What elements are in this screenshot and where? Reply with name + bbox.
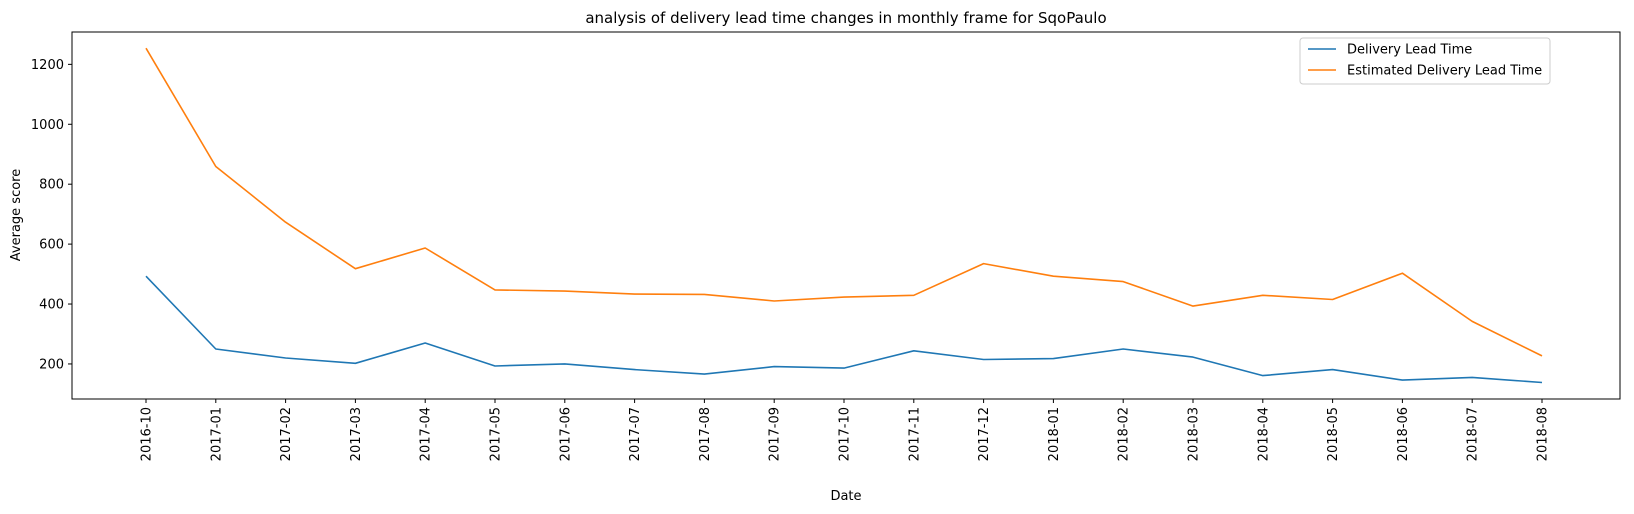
- y-tick-label: 1000: [31, 118, 64, 133]
- x-tick-label: 2017-01: [209, 407, 224, 461]
- series-line-1: [145, 47, 1543, 357]
- x-tick-label: 2018-05: [1326, 407, 1341, 461]
- x-tick-label: 2017-02: [279, 407, 294, 461]
- x-axis-title: Date: [830, 489, 861, 504]
- x-tick-label: 2018-03: [1187, 407, 1202, 461]
- x-tick-label: 2018-02: [1117, 407, 1132, 461]
- x-tick-label: 2016-10: [140, 407, 155, 461]
- x-tick-label: 2017-05: [489, 407, 504, 461]
- y-tick-label: 200: [39, 357, 64, 372]
- x-tick-label: 2017-11: [907, 407, 922, 461]
- x-tick-label: 2018-07: [1466, 407, 1481, 461]
- y-axis-title: Average score: [9, 169, 24, 261]
- y-tick-label: 600: [39, 238, 64, 253]
- legend-box: [1299, 37, 1551, 85]
- x-tick-label: 2018-04: [1256, 407, 1271, 461]
- legend-label-1: Estimated Delivery Lead Time: [1347, 64, 1542, 79]
- plot-area: 200 400 600 800 1000 1200 2016-10 2017-01 2017-0…: [31, 31, 1621, 461]
- x-tick-label: 2017-12: [977, 407, 992, 461]
- plot-frame: [71, 31, 1621, 400]
- chart-title: analysis of delivery lead time changes i…: [585, 9, 1106, 27]
- x-tick-label: 2017-04: [419, 407, 434, 461]
- x-tick-label: 2017-08: [698, 407, 713, 461]
- x-tick-label: 2018-08: [1536, 407, 1551, 461]
- x-tick-label: 2017-03: [349, 407, 364, 461]
- x-tick-label: 2017-07: [628, 407, 643, 461]
- x-tick-label: 2017-06: [558, 407, 573, 461]
- series-line-0: [145, 275, 1543, 384]
- legend-label-0: Delivery Lead Time: [1347, 43, 1472, 58]
- y-tick-label: 400: [39, 298, 64, 313]
- legend: Delivery Lead Time Estimated Delivery Lea…: [1299, 37, 1551, 85]
- x-tick-label: 2017-10: [838, 407, 853, 461]
- x-tick-label: 2017-09: [768, 407, 783, 461]
- y-tick-label: 800: [39, 178, 64, 193]
- x-tick-label: 2018-06: [1396, 407, 1411, 461]
- x-tick-label: 2018-01: [1047, 407, 1062, 461]
- y-tick-label: 1200: [31, 58, 64, 73]
